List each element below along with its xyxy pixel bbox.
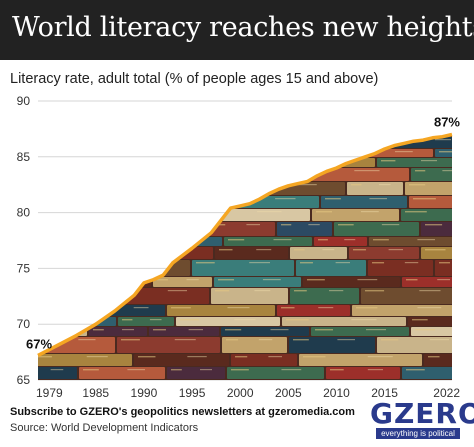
y-axis-ticks: 65 70 75 80 85 90 (17, 94, 31, 387)
x-tick-label: 2010 (323, 386, 350, 400)
x-tick-label: 2005 (275, 386, 302, 400)
x-axis-ticks: 1979 1985 1990 1995 2000 2005 2010 2015 2022 (36, 386, 460, 400)
logo-word: GZERO (370, 397, 474, 430)
x-tick-label: 1995 (179, 386, 206, 400)
y-tick-label: 65 (17, 373, 31, 387)
end-value-label: 87% (434, 114, 460, 129)
x-tick-label: 2022 (433, 386, 460, 400)
literacy-line-layer (37, 132, 453, 357)
title-bar: World literacy reaches new heights (0, 0, 474, 60)
y-tick-label: 90 (17, 94, 31, 108)
annotations: 67% 87% (26, 114, 460, 351)
chart-subtitle: Literacy rate, adult total (% of people … (10, 71, 379, 87)
start-value-label: 67% (26, 337, 52, 352)
chart-title: World literacy reaches new heights (12, 12, 474, 43)
source-text: Source: World Development Indicators (10, 422, 199, 434)
y-tick-label: 75 (17, 261, 31, 275)
book-stack-texture (38, 134, 452, 380)
book-area (38, 134, 452, 380)
gzero-logo[interactable]: GZERO everything is political (370, 397, 474, 439)
x-tick-label: 2015 (371, 386, 398, 400)
subscribe-text: Subscribe to GZERO's geopolitics newslet… (10, 406, 355, 418)
x-tick-label: 1979 (36, 386, 63, 400)
x-tick-label: 1990 (131, 386, 158, 400)
y-tick-label: 70 (17, 317, 31, 331)
y-tick-label: 85 (17, 150, 31, 164)
x-tick-label: 1985 (82, 386, 109, 400)
x-tick-label: 2000 (227, 386, 254, 400)
logo-tagline: everything is political (376, 428, 460, 439)
literacy-line (37, 132, 453, 357)
area-chart: 65 70 75 80 85 90 1979 1985 1990 1995 2000 2005 201… (17, 94, 461, 400)
y-tick-label: 80 (17, 206, 31, 220)
